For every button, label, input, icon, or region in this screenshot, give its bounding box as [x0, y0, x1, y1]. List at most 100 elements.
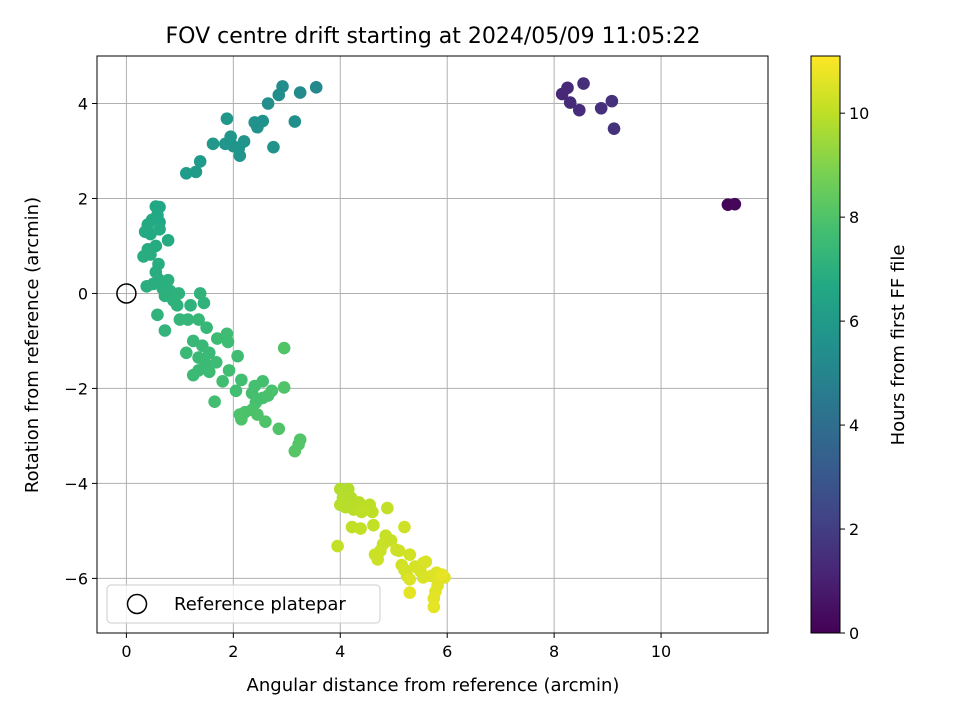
- data-point: [189, 165, 203, 179]
- data-point: [193, 155, 207, 168]
- data-point: [206, 137, 220, 151]
- data-point: [231, 349, 244, 363]
- data-point: [398, 520, 411, 534]
- data-point: [184, 299, 197, 312]
- data-point: [728, 197, 742, 211]
- data-point: [179, 166, 193, 180]
- data-point: [419, 555, 433, 569]
- y-tick-label: 4: [78, 94, 88, 113]
- data-point: [267, 140, 280, 154]
- data-point: [221, 335, 235, 349]
- data-point: [161, 233, 175, 247]
- data-point: [293, 86, 307, 99]
- data-point: [381, 501, 394, 515]
- data-point: [594, 101, 608, 115]
- legend-entry-reference: Reference platepar: [174, 594, 346, 615]
- data-point: [197, 296, 211, 310]
- data-point: [170, 299, 184, 312]
- data-point: [607, 122, 621, 135]
- data-point: [288, 115, 302, 128]
- legend-box: [106, 584, 381, 624]
- data-point: [216, 375, 229, 388]
- colorbar-tick-label: 4: [849, 416, 859, 435]
- data-point: [140, 280, 154, 293]
- data-point: [367, 518, 380, 532]
- colorbar-tick-label: 8: [849, 208, 859, 227]
- data-point: [403, 586, 417, 599]
- data-point: [277, 381, 291, 394]
- y-tick-label: −6: [64, 569, 88, 588]
- colorbar-label: Hours from first FF file: [888, 245, 909, 446]
- plot-frame: [96, 55, 769, 634]
- y-tick-label: 0: [78, 284, 88, 303]
- x-tick-label: 0: [121, 642, 131, 661]
- colorbar-ticks: 0 2 4 6 8 10: [840, 104, 869, 643]
- data-point: [265, 384, 279, 398]
- data-point: [181, 313, 195, 326]
- legend: Reference platepar: [106, 584, 381, 624]
- x-tick-label: 10: [651, 642, 671, 661]
- y-axis-label: Rotation from reference (arcmin): [22, 197, 43, 493]
- data-point: [577, 77, 590, 90]
- colorbar-tick-label: 6: [849, 312, 859, 331]
- data-point: [161, 273, 175, 287]
- data-point: [153, 223, 166, 236]
- reference-platepar-marker: [116, 283, 137, 304]
- data-point: [235, 412, 248, 426]
- data-point: [219, 137, 232, 151]
- y-tick-label: −4: [64, 474, 88, 493]
- x-ticks: 0 2 4 6 8 10: [121, 633, 671, 661]
- data-point: [563, 96, 577, 109]
- colorbar-tick-label: 10: [849, 104, 869, 123]
- legend-reference-marker: [126, 593, 148, 615]
- data-point: [202, 346, 216, 360]
- data-point: [561, 81, 574, 95]
- data-point: [222, 364, 236, 377]
- data-point: [355, 505, 368, 519]
- data-point: [288, 444, 302, 458]
- data-point: [144, 248, 157, 261]
- data-point: [435, 568, 449, 581]
- data-point: [427, 600, 441, 614]
- chart-title: FOV centre drift starting at 2024/05/09 …: [166, 24, 701, 49]
- data-point: [331, 539, 344, 553]
- data-point: [209, 356, 223, 369]
- x-tick-label: 8: [549, 642, 559, 661]
- y-tick-label: 2: [78, 189, 88, 208]
- data-point: [233, 149, 247, 163]
- data-point: [366, 505, 379, 519]
- data-point: [403, 548, 417, 561]
- data-point: [172, 287, 186, 300]
- data-point: [309, 81, 323, 94]
- data-point: [192, 313, 205, 326]
- data-point: [371, 553, 384, 566]
- colorbar: 0 2 4 6 8 10 Hours from first FF file: [810, 55, 909, 643]
- x-tick-label: 2: [228, 642, 238, 661]
- x-tick-label: 6: [442, 642, 452, 661]
- data-points: [137, 77, 742, 614]
- x-axis-label: Angular distance from reference (arcmin): [247, 675, 620, 696]
- colorbar-frame: [810, 55, 841, 634]
- data-point: [200, 321, 213, 334]
- colorbar-tick-label: 0: [849, 624, 859, 643]
- data-point: [235, 373, 248, 387]
- data-point: [193, 287, 207, 300]
- y-ticks: −6 −4 −2 0 2 4: [64, 94, 97, 588]
- data-point: [272, 422, 286, 436]
- colorbar-tick-label: 2: [849, 520, 859, 539]
- data-point: [256, 375, 270, 388]
- data-point: [245, 386, 259, 400]
- data-point: [158, 324, 172, 337]
- colorbar-gradient: [811, 56, 840, 633]
- x-tick-label: 4: [335, 642, 345, 661]
- data-point: [392, 544, 406, 558]
- data-point: [179, 346, 193, 360]
- data-point: [354, 522, 367, 535]
- data-point: [572, 103, 586, 117]
- data-point: [261, 97, 275, 110]
- data-point: [151, 308, 164, 322]
- data-point: [202, 365, 216, 379]
- y-tick-label: −2: [64, 379, 88, 398]
- data-point: [403, 573, 417, 586]
